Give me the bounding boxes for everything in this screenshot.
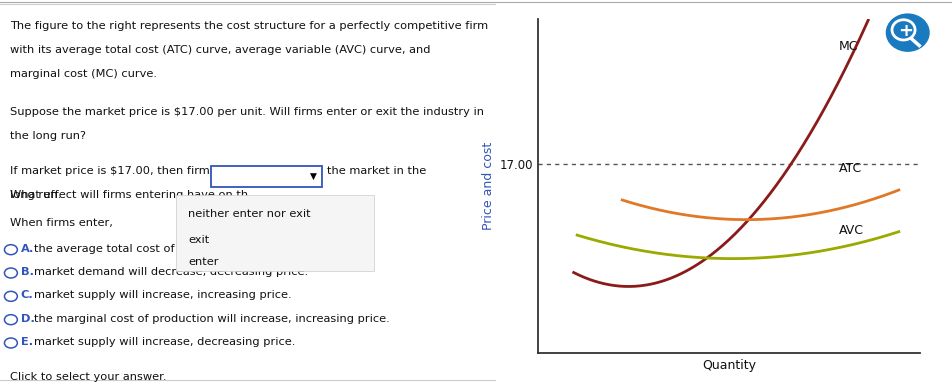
Text: D.: D.	[21, 314, 34, 324]
Text: market demand will decrease, decreasing price.: market demand will decrease, decreasing …	[33, 267, 307, 277]
Text: the market in the: the market in the	[327, 166, 426, 176]
Text: B.: B.	[21, 267, 33, 277]
X-axis label: Quantity: Quantity	[702, 359, 755, 372]
Text: A.: A.	[21, 244, 34, 254]
Text: the average total cost of producti                          ce.: the average total cost of producti ce.	[33, 244, 336, 254]
Text: ▼: ▼	[309, 172, 316, 181]
Text: Suppose the market price is $17.00 per unit. Will firms enter or exit the indust: Suppose the market price is $17.00 per u…	[10, 107, 484, 117]
Text: If market price is $17.00, then firms will: If market price is $17.00, then firms wi…	[10, 166, 238, 176]
Text: +: +	[897, 22, 912, 40]
Text: MC: MC	[838, 40, 857, 53]
Text: The figure to the right represents the cost structure for a perfectly competitiv: The figure to the right represents the c…	[10, 21, 487, 31]
Text: What effect will firms entering have on th: What effect will firms entering have on …	[10, 190, 248, 200]
Text: ATC: ATC	[838, 162, 861, 175]
Bar	[176, 195, 374, 271]
Text: the marginal cost of production will increase, increasing price.: the marginal cost of production will inc…	[33, 314, 389, 324]
Text: Click to select your answer.: Click to select your answer.	[10, 372, 167, 382]
Text: the long run?: the long run?	[10, 131, 86, 141]
Text: enter: enter	[188, 257, 219, 267]
Text: When firms enter,: When firms enter,	[10, 218, 112, 228]
Text: E.: E.	[21, 337, 33, 347]
Text: exit: exit	[188, 235, 209, 245]
Text: market supply will increase, decreasing price.: market supply will increase, decreasing …	[33, 337, 295, 347]
Text: market supply will increase, increasing price.: market supply will increase, increasing …	[33, 290, 291, 300]
Text: neither enter nor exit: neither enter nor exit	[188, 209, 310, 218]
Y-axis label: Price and cost: Price and cost	[481, 142, 494, 230]
Text: AVC: AVC	[838, 224, 863, 237]
Text: with its average total cost (ATC) curve, average variable (AVC) curve, and: with its average total cost (ATC) curve,…	[10, 45, 430, 55]
Circle shape	[883, 12, 930, 53]
Text: marginal cost (MC) curve.: marginal cost (MC) curve.	[10, 69, 157, 79]
Bar	[210, 166, 322, 187]
Text: long run.: long run.	[10, 190, 61, 200]
Text: C.: C.	[21, 290, 33, 300]
